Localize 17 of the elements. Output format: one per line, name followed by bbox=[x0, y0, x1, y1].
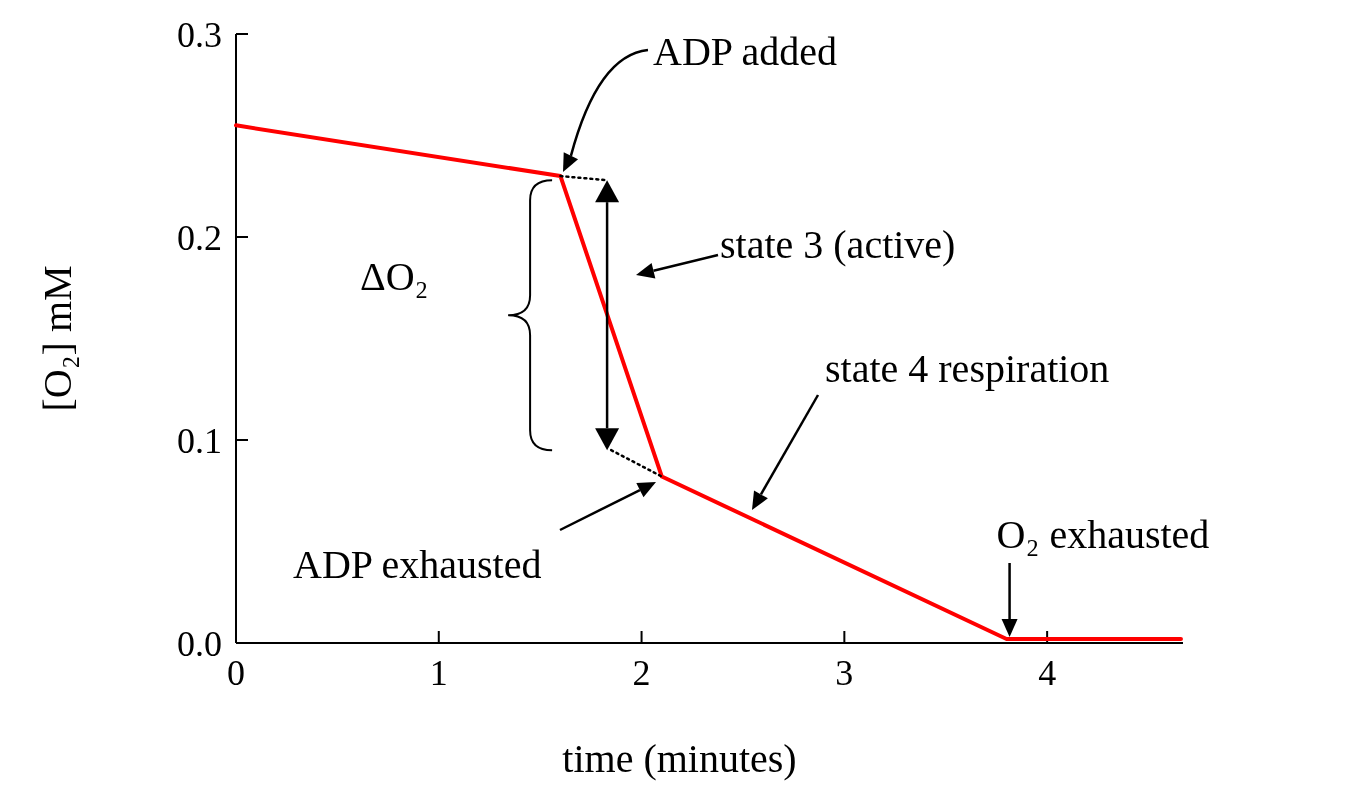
y-axis-title: [O₂] mM bbox=[35, 265, 80, 412]
x-axis-title: time (minutes) bbox=[562, 736, 797, 781]
annotation: ADP added bbox=[653, 29, 838, 74]
annotation: ΔO₂ bbox=[360, 254, 429, 299]
y-tick-label: 0.3 bbox=[177, 14, 222, 55]
annotation: O₂ exhausted bbox=[996, 512, 1210, 557]
x-tick-label: 0 bbox=[227, 653, 245, 693]
annotation: state 3 (active) bbox=[720, 222, 956, 267]
x-tick-label: 3 bbox=[835, 653, 854, 693]
x-tick-label: 4 bbox=[1038, 653, 1057, 693]
y-tick-label: 0.1 bbox=[177, 420, 222, 461]
x-tick-label: 2 bbox=[632, 653, 651, 693]
y-tick-label: 0.0 bbox=[177, 623, 222, 664]
x-tick-label: 1 bbox=[429, 653, 448, 693]
annotation: state 4 respiration bbox=[825, 346, 1110, 391]
annotation: ADP exhausted bbox=[293, 542, 542, 587]
y-tick-label: 0.2 bbox=[177, 217, 222, 258]
